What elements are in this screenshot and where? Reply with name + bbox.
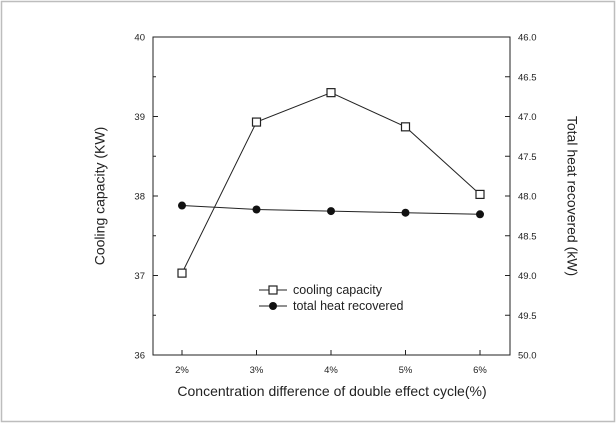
right-axis-ticks: 46.0 46.5 47.0 47.5 48.0 48.5 49.0 49.5 50.0: [505, 33, 537, 362]
left-tick-label: 38: [134, 192, 145, 203]
data-point-cooling-capacity: [177, 268, 187, 278]
x-axis-ticks: 2% 3% 4% 5% 6%: [175, 350, 487, 376]
series-layer: [177, 88, 485, 278]
left-axis-ticks: 36 37 38 39 40: [134, 33, 158, 362]
data-point-cooling-capacity: [326, 88, 336, 98]
y-axis-right-title: Total heat recovered (kW): [564, 116, 580, 276]
left-tick-label: 40: [134, 33, 145, 44]
right-tick-label: 48.5: [518, 231, 537, 242]
legend-marker-total-heat-recovered: [269, 302, 277, 310]
data-point-cooling-capacity: [475, 189, 485, 200]
right-tick-label: 50.0: [518, 351, 537, 362]
x-tick-label: 6%: [473, 365, 487, 376]
left-tick-label: 36: [134, 351, 145, 362]
x-tick-label: 4%: [324, 365, 338, 376]
data-point-total-heat-recovered: [327, 207, 335, 216]
data-point-cooling-capacity: [251, 117, 262, 127]
x-tick-label: 5%: [399, 365, 413, 376]
left-tick-label: 39: [134, 112, 145, 123]
legend: cooling capacity total heat recovered: [259, 283, 404, 313]
y-axis-left-title: Cooling capacity (KW): [92, 127, 108, 266]
data-point-cooling-capacity: [400, 122, 411, 132]
data-point-total-heat-recovered: [401, 208, 410, 217]
right-tick-label: 46.0: [518, 33, 537, 44]
right-tick-label: 47.0: [518, 112, 537, 123]
legend-label-cooling-capacity: cooling capacity: [293, 283, 383, 297]
x-tick-label: 2%: [175, 365, 189, 376]
x-tick-label: 3%: [250, 365, 264, 376]
left-tick-label: 37: [134, 271, 145, 282]
data-point-total-heat-recovered: [178, 201, 186, 210]
x-axis-title: Concentration difference of double effec…: [177, 383, 486, 399]
right-tick-label: 49.0: [518, 271, 537, 282]
legend-label-total-heat-recovered: total heat recovered: [293, 299, 404, 313]
data-point-total-heat-recovered: [476, 210, 484, 219]
legend-marker-cooling-capacity: [268, 285, 278, 295]
data-point-total-heat-recovered: [252, 205, 261, 214]
right-tick-label: 49.5: [518, 311, 537, 322]
right-tick-label: 46.5: [518, 72, 537, 83]
right-tick-label: 47.5: [518, 152, 537, 163]
right-tick-label: 48.0: [518, 192, 537, 203]
